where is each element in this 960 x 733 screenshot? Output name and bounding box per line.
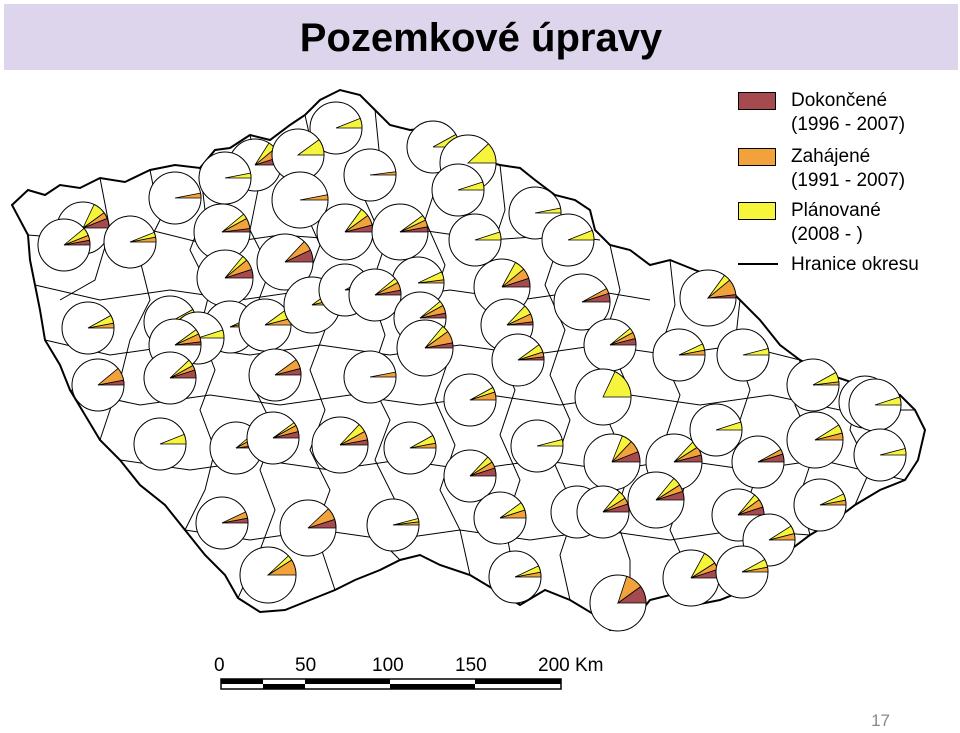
- pie-wedge: [369, 171, 397, 176]
- pie-wedge: [267, 555, 293, 576]
- country-outline: [10, 88, 927, 632]
- pie-wedge: [819, 493, 847, 506]
- pie-wedge: [501, 261, 525, 288]
- pie-wedge: [296, 139, 325, 156]
- pie-wedge: [879, 448, 907, 456]
- scale-tick-100: 100: [372, 655, 404, 676]
- legend-swatch-planned: [738, 202, 776, 220]
- pie-wedge: [466, 143, 497, 164]
- pie-wedge: [307, 508, 336, 529]
- pie-wedge: [97, 367, 125, 386]
- title-bar: Pozemkové úpravy: [4, 4, 958, 70]
- pie-wedge: [474, 231, 502, 241]
- pie-wedge: [174, 192, 202, 199]
- pie-wedge: [742, 348, 770, 356]
- pie-wedge: [197, 329, 225, 339]
- pie-wedge: [369, 371, 397, 378]
- pie-wedge: [602, 371, 632, 398]
- pie-wedge: [609, 327, 634, 346]
- scale-tick-200: 200 Km: [538, 655, 604, 676]
- map-area: [0, 70, 960, 680]
- legend-label-completed: Dokončené: [791, 90, 888, 111]
- pie-wedge: [63, 227, 89, 246]
- pie-wedge: [536, 439, 564, 447]
- scale-bar: 0 50 100 150 200 Km: [210, 655, 610, 695]
- legend-label-planned: Plánované: [791, 200, 881, 221]
- pie-wedge: [812, 371, 840, 386]
- page-title: Pozemkové úpravy: [299, 16, 663, 60]
- pie-wedge: [469, 456, 493, 477]
- pie-wedge: [274, 359, 301, 376]
- pie-wedge: [757, 448, 784, 463]
- district-map: [10, 88, 927, 632]
- pie-wedge: [82, 203, 105, 229]
- pie-wedge: [339, 424, 366, 446]
- pie-wedge: [457, 181, 485, 191]
- pie-wedge: [506, 305, 532, 326]
- scale-tick-150: 150: [455, 655, 487, 676]
- legend-period-completed: (1996 - 2007): [791, 114, 906, 135]
- pie-wedge: [737, 494, 760, 516]
- pie-wedge: [399, 214, 426, 233]
- pie-wedge: [768, 525, 795, 541]
- pie-wedge: [374, 277, 399, 296]
- legend-label-started: Zahájené: [791, 146, 871, 167]
- legend-label-boundary: Hranice okresu: [791, 254, 919, 275]
- pie-wedge: [335, 117, 363, 129]
- legend-swatch-started: [738, 148, 776, 166]
- pie-wedge: [419, 300, 444, 319]
- pie-wedge: [611, 435, 632, 463]
- pie-wedge: [567, 229, 595, 241]
- pie-wedge: [514, 565, 542, 578]
- pie-wedge: [707, 274, 731, 299]
- pie-wedge: [409, 434, 437, 449]
- scale-bar-graphic: [220, 678, 562, 690]
- pie-wedge: [715, 421, 743, 431]
- pie-wedge: [392, 518, 420, 526]
- pie-wedge: [581, 287, 610, 303]
- pie-wedge: [617, 575, 642, 605]
- pie-wedge: [655, 477, 681, 501]
- legend-period-started: (1991 - 2007): [791, 170, 906, 191]
- pie-wedge: [690, 552, 716, 579]
- pie-wedge: [159, 433, 187, 445]
- district-pies: [37, 101, 907, 632]
- pie-wedge: [87, 314, 115, 329]
- pie-wedge: [224, 172, 252, 179]
- page-number: 17: [871, 711, 890, 730]
- pie-wedge: [344, 208, 369, 233]
- pie-wedge: [741, 558, 769, 573]
- pie-wedge: [221, 213, 248, 233]
- pie-wedge: [272, 422, 297, 439]
- scale-tick-0: 0: [214, 655, 225, 676]
- legend-period-planned: (2008 - ): [791, 224, 863, 245]
- pie-wedge: [284, 241, 311, 263]
- scale-tick-50: 50: [295, 655, 317, 676]
- pie-wedge: [534, 207, 562, 214]
- pie-wedge: [874, 396, 902, 406]
- pie-wedge: [417, 271, 445, 284]
- legend-line-boundary: [738, 263, 778, 265]
- pie-wedge: [174, 329, 200, 346]
- pie-wedge: [221, 511, 249, 524]
- pie-wedge: [169, 359, 194, 379]
- pie-wedge: [602, 491, 626, 513]
- pie-wedge: [224, 255, 248, 279]
- pie-wedge: [517, 344, 544, 361]
- pie-wedge: [469, 386, 496, 401]
- pie-wedge: [814, 424, 843, 441]
- pie-wedge: [499, 502, 526, 519]
- pie-wedge: [424, 325, 449, 349]
- legend-swatch-completed: [738, 92, 776, 110]
- pie-wedge: [299, 194, 329, 201]
- pie-wedge: [129, 231, 157, 243]
- pie-wedge: [678, 343, 706, 356]
